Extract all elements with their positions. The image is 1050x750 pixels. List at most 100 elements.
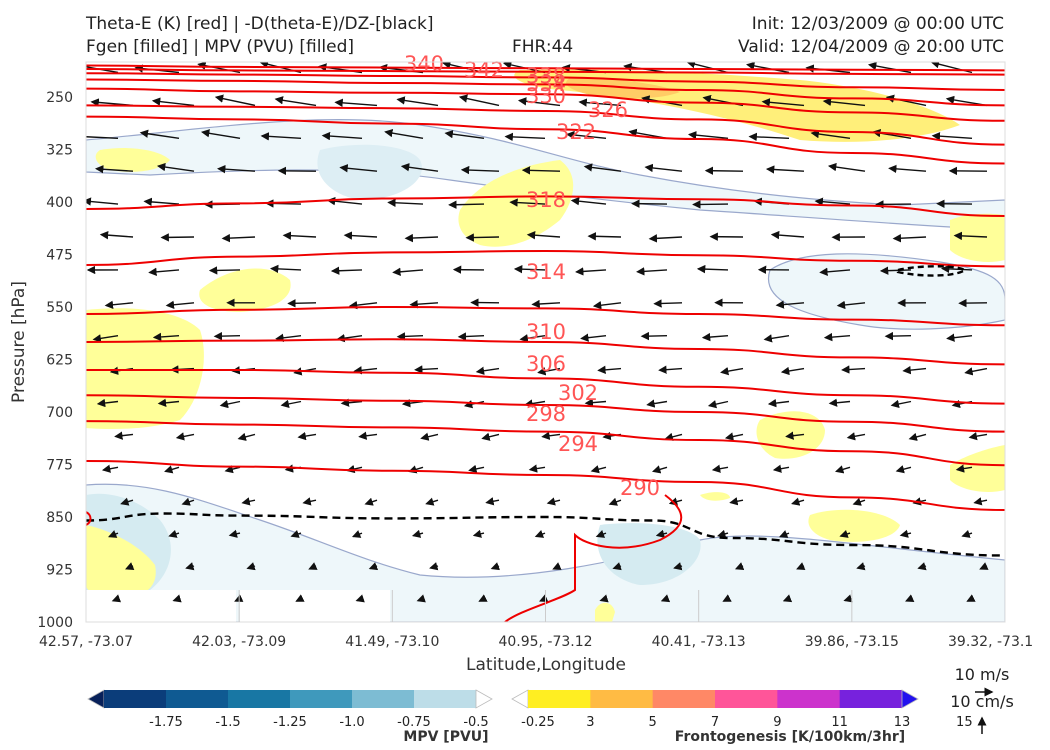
wind-vector	[485, 497, 500, 506]
theta-e-label-326: 326	[588, 98, 628, 122]
wind-vector	[509, 198, 546, 207]
y-tick-label: 625	[46, 353, 73, 369]
wind-vector	[269, 264, 302, 274]
theta-e-label-340: 340	[404, 52, 444, 76]
wind-vector	[164, 465, 180, 474]
wind-vector	[836, 300, 866, 310]
wind-vector	[748, 132, 790, 142]
wind-vector	[156, 162, 195, 172]
wind-vector	[280, 399, 302, 409]
wind-vector	[879, 266, 912, 275]
wind-vector	[448, 200, 485, 209]
wind-vector	[902, 365, 927, 375]
wind-vector	[856, 562, 866, 571]
colorbar-tick-label: 11	[831, 715, 848, 730]
wind-vector	[458, 94, 500, 107]
wind-vector	[334, 98, 378, 108]
wind-vector	[290, 529, 302, 538]
colorbar-tick-label: 3	[586, 715, 594, 730]
theta-e-contour-342	[86, 68, 1005, 76]
theta-e-label-294: 294	[558, 432, 598, 456]
theta-e-contour-326	[86, 104, 1005, 146]
wind-vector	[330, 266, 363, 275]
wind-vector	[339, 164, 378, 173]
theta-e-label-290: 290	[620, 476, 660, 500]
wind-vector	[297, 431, 317, 441]
wind-vector	[478, 594, 488, 602]
wind-vector	[888, 164, 927, 174]
colorbar-swatch	[777, 690, 841, 708]
wind-vector	[648, 234, 683, 243]
fgen-fill-region	[95, 148, 170, 172]
wind-vector	[772, 464, 790, 473]
wind-vector	[701, 332, 729, 342]
wind-vector	[884, 331, 912, 341]
wind-vector	[172, 594, 182, 603]
fgen-fill-region	[86, 525, 156, 600]
wind-vector	[157, 398, 180, 407]
wind-vector	[348, 300, 378, 310]
wind-vector	[775, 300, 805, 309]
colorbar-swatch	[166, 690, 229, 708]
wind-vector	[595, 530, 607, 538]
theta-e-contour-298	[86, 394, 1005, 433]
wind-vector	[340, 398, 363, 407]
wind-vector	[796, 562, 806, 570]
wind-vector	[185, 562, 195, 571]
wind-vector	[822, 97, 866, 107]
wind-vector	[541, 431, 561, 440]
wind-vector	[636, 267, 668, 276]
theta-e-label-314: 314	[526, 260, 566, 284]
colorbar-swatch	[414, 690, 477, 708]
theta-e-contour-330	[86, 87, 1005, 122]
wind-vector	[583, 163, 622, 172]
wind-vector	[658, 365, 683, 374]
wind-vector	[905, 594, 915, 602]
y-tick-label: 925	[46, 563, 73, 579]
wind-vector	[302, 497, 317, 506]
colorbar-tick-label: 15	[956, 715, 973, 730]
wind-vector	[729, 497, 744, 506]
fgen-fill-region	[199, 268, 291, 312]
wind-vector	[114, 431, 134, 440]
theta-e-contour-340	[86, 64, 1005, 72]
wind-vector	[839, 529, 851, 538]
wind-vector	[120, 497, 134, 506]
mpv-colorbar-title: MPV [PVU]	[403, 729, 488, 745]
wind-vector	[526, 231, 561, 240]
wind-vector	[287, 299, 317, 308]
colorbar-swatch	[528, 690, 591, 708]
wind-vector	[101, 464, 119, 473]
theta-e-label-334: 334	[526, 72, 566, 96]
fgen-fill-region	[86, 308, 204, 430]
wind-vector	[761, 98, 805, 107]
wind-vector	[148, 267, 180, 277]
theta-e-contour-294	[86, 420, 1005, 467]
wind-vector	[460, 165, 500, 175]
dthetae-dz-contour	[86, 512, 1005, 557]
y-tick-label: 400	[46, 195, 73, 211]
wind-vector	[396, 332, 424, 341]
wind-vector	[964, 367, 988, 376]
colorbar-tick-label: -0.5	[463, 715, 488, 730]
colorbar-tick-label: -1.25	[273, 715, 307, 730]
fgen-fill-region	[700, 492, 730, 501]
wind-vector	[358, 431, 378, 440]
y-tick-label: 250	[46, 90, 73, 106]
wind-vector	[465, 233, 500, 242]
chart-title-line1: Theta-E (K) [red] | -D(theta-E)/DZ-[blac…	[86, 14, 434, 34]
wind-vector	[224, 465, 241, 474]
wind-vector	[490, 562, 500, 571]
wind-vector	[778, 530, 790, 538]
wind-vector	[552, 562, 562, 570]
wind-vector	[717, 529, 729, 538]
theta-e-contour-310	[86, 305, 1005, 327]
colorbar-swatch	[652, 690, 716, 708]
wind-vector	[660, 594, 671, 603]
wind-vector	[686, 62, 729, 74]
wind-vector	[763, 334, 790, 343]
x-axis-label: Latitude,Longitude	[466, 655, 626, 675]
wind-vector	[416, 594, 426, 603]
wind-vector	[722, 594, 732, 602]
wind-vector	[321, 131, 363, 141]
